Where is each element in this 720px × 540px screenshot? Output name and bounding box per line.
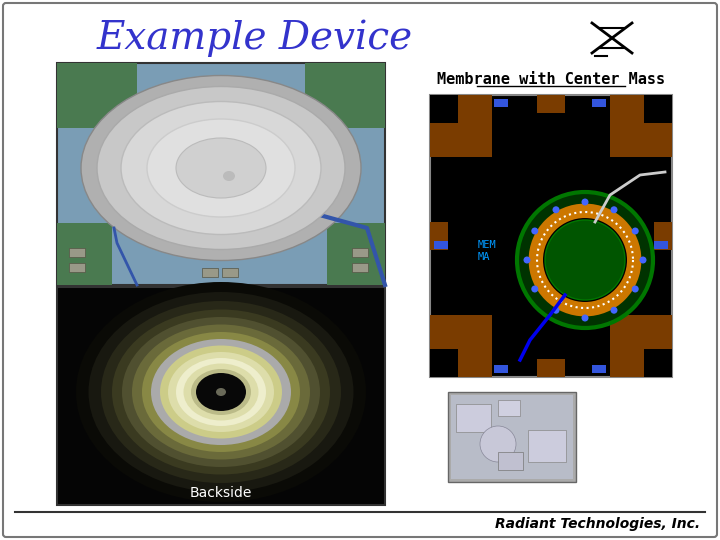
Bar <box>610 315 672 377</box>
FancyBboxPatch shape <box>3 3 717 537</box>
Ellipse shape <box>132 325 310 460</box>
Ellipse shape <box>196 373 246 411</box>
Bar <box>57 223 112 285</box>
Bar <box>537 95 565 113</box>
Ellipse shape <box>121 102 321 234</box>
Ellipse shape <box>81 76 361 260</box>
Bar <box>448 392 576 482</box>
Ellipse shape <box>215 388 227 396</box>
Ellipse shape <box>198 375 244 409</box>
Bar <box>430 222 448 250</box>
Bar <box>57 287 385 505</box>
Ellipse shape <box>89 292 354 492</box>
Bar <box>430 315 492 377</box>
Circle shape <box>552 206 559 213</box>
Bar <box>430 95 672 377</box>
Ellipse shape <box>76 282 366 502</box>
Bar <box>57 63 385 285</box>
Ellipse shape <box>101 301 341 483</box>
Circle shape <box>531 286 539 293</box>
Ellipse shape <box>184 363 258 421</box>
Circle shape <box>582 314 588 321</box>
Bar <box>494 99 508 107</box>
Text: Backside: Backside <box>190 486 252 500</box>
Circle shape <box>480 426 516 462</box>
Bar <box>498 400 520 416</box>
Circle shape <box>530 205 640 315</box>
Bar <box>528 430 566 462</box>
Text: Radiant Technologies, Inc.: Radiant Technologies, Inc. <box>495 517 700 531</box>
Circle shape <box>639 256 647 264</box>
Ellipse shape <box>142 332 300 452</box>
Bar <box>644 95 672 123</box>
Circle shape <box>552 307 559 314</box>
Circle shape <box>545 220 625 300</box>
Bar <box>592 365 606 373</box>
Ellipse shape <box>204 379 238 405</box>
Ellipse shape <box>191 369 251 415</box>
Bar <box>430 95 492 157</box>
Circle shape <box>631 227 639 234</box>
Bar <box>456 404 491 432</box>
Bar <box>69 263 85 272</box>
Circle shape <box>582 199 588 206</box>
Circle shape <box>611 206 618 213</box>
Bar <box>352 263 368 272</box>
Circle shape <box>531 227 539 234</box>
Ellipse shape <box>160 346 282 438</box>
Circle shape <box>631 286 639 293</box>
Bar <box>202 268 218 277</box>
Bar <box>352 248 368 257</box>
Ellipse shape <box>176 138 266 198</box>
Bar <box>498 452 523 470</box>
Text: Membrane with Center Mass: Membrane with Center Mass <box>437 71 665 86</box>
Circle shape <box>523 256 531 264</box>
Bar <box>305 63 385 128</box>
Bar <box>327 223 385 285</box>
Ellipse shape <box>122 317 320 467</box>
Ellipse shape <box>176 358 266 426</box>
Ellipse shape <box>97 86 345 249</box>
Ellipse shape <box>210 383 232 401</box>
Ellipse shape <box>223 171 235 181</box>
Circle shape <box>543 218 627 302</box>
Bar <box>592 99 606 107</box>
Circle shape <box>517 192 653 328</box>
Ellipse shape <box>147 119 295 217</box>
Ellipse shape <box>168 352 274 432</box>
Bar <box>537 359 565 377</box>
Bar <box>644 349 672 377</box>
Circle shape <box>611 307 618 314</box>
Text: MEM
MA: MEM MA <box>478 240 497 262</box>
Ellipse shape <box>112 309 330 475</box>
Bar <box>222 268 238 277</box>
Bar <box>430 95 458 123</box>
Bar <box>57 63 137 128</box>
Bar <box>69 248 85 257</box>
Bar <box>434 241 448 249</box>
Bar <box>610 95 672 157</box>
Bar <box>654 222 672 250</box>
Ellipse shape <box>216 388 226 396</box>
Ellipse shape <box>151 339 291 445</box>
Bar <box>451 395 573 479</box>
Bar <box>654 241 668 249</box>
Bar <box>494 365 508 373</box>
Text: Example Device: Example Device <box>97 19 413 57</box>
Bar <box>430 349 458 377</box>
